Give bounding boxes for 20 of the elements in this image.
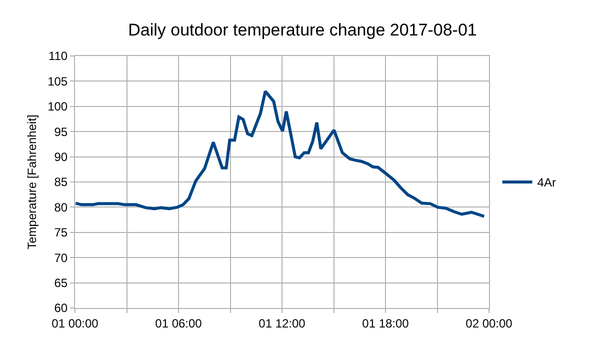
x-tick-label: 02 00:00 <box>466 316 513 330</box>
y-tick-label: 60 <box>54 301 68 316</box>
y-tick-label: 80 <box>54 200 68 214</box>
x-tick-label: 01 00:00 <box>52 316 99 330</box>
y-tick-label: 100 <box>48 100 68 114</box>
x-tick-label: 01 06:00 <box>155 316 202 330</box>
y-tick-label: 110 <box>48 49 68 64</box>
line-series <box>75 90 486 218</box>
chart-title: Daily outdoor temperature change 2017-08-01 <box>128 20 477 40</box>
x-tick-label: 01 12:00 <box>258 316 306 330</box>
y-tick-label: 70 <box>54 250 68 265</box>
y-tick-label: 85 <box>54 175 68 190</box>
y-axis-title: Temperature [Fahrenheit] <box>24 114 39 250</box>
y-tick-label: 75 <box>54 226 68 240</box>
y-tick-label: 105 <box>48 74 68 88</box>
y-tick-label: 95 <box>54 124 68 139</box>
y-tick-label: 90 <box>54 150 68 164</box>
legend-label: 4Ar <box>537 176 556 190</box>
x-tick-label: 01 18:00 <box>362 316 410 330</box>
y-tick-label: 65 <box>54 276 68 290</box>
